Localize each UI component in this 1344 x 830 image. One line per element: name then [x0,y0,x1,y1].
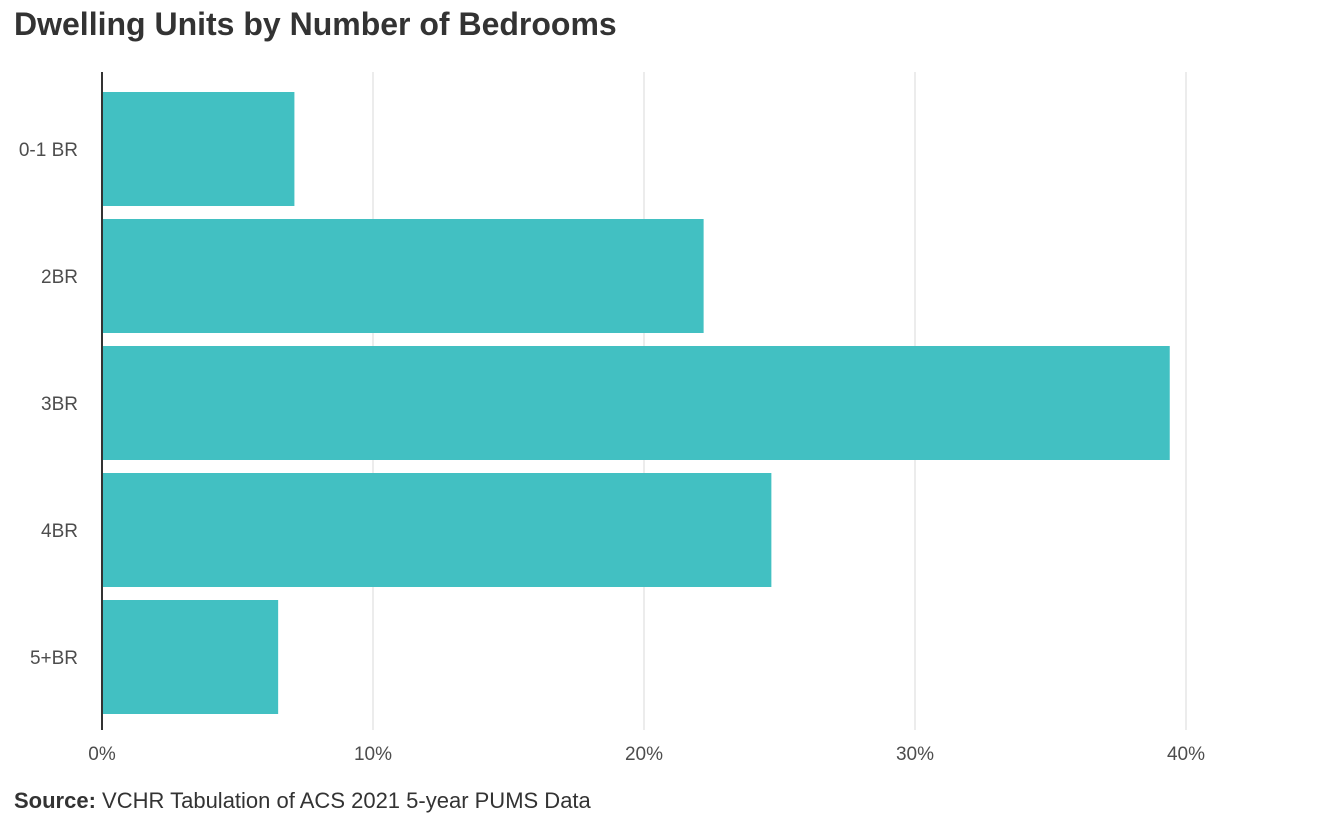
chart-title: Dwelling Units by Number of Bedrooms [14,6,617,42]
category-label: 5+BR [30,648,78,669]
source-label: Source: [14,788,96,813]
x-tick-labels: 0% 10% 20% 30% 40% [88,744,1205,765]
category-label: 2BR [41,267,78,288]
category-labels: 0-1 BR 2BR 3BR 4BR 5+BR [19,140,78,669]
bar-chart: 0-1 BR 2BR 3BR 4BR 5+BR 0% 10% 20% 30% 40% [19,72,1205,765]
x-tick-label: 20% [625,744,663,765]
category-label: 4BR [41,521,78,542]
bar [102,92,295,206]
x-tick-label: 0% [88,744,116,765]
source-text: VCHR Tabulation of ACS 2021 5-year PUMS … [102,788,591,813]
x-tick-label: 40% [1167,744,1205,765]
x-tick-label: 10% [354,744,392,765]
bar [102,473,772,587]
x-tick-label: 30% [896,744,934,765]
bar [102,219,704,333]
category-label: 0-1 BR [19,140,78,161]
category-label: 3BR [41,394,78,415]
source-note: Source: VCHR Tabulation of ACS 2021 5-ye… [14,788,591,814]
bars [102,92,1170,714]
bar [102,346,1170,460]
bar [102,600,279,714]
